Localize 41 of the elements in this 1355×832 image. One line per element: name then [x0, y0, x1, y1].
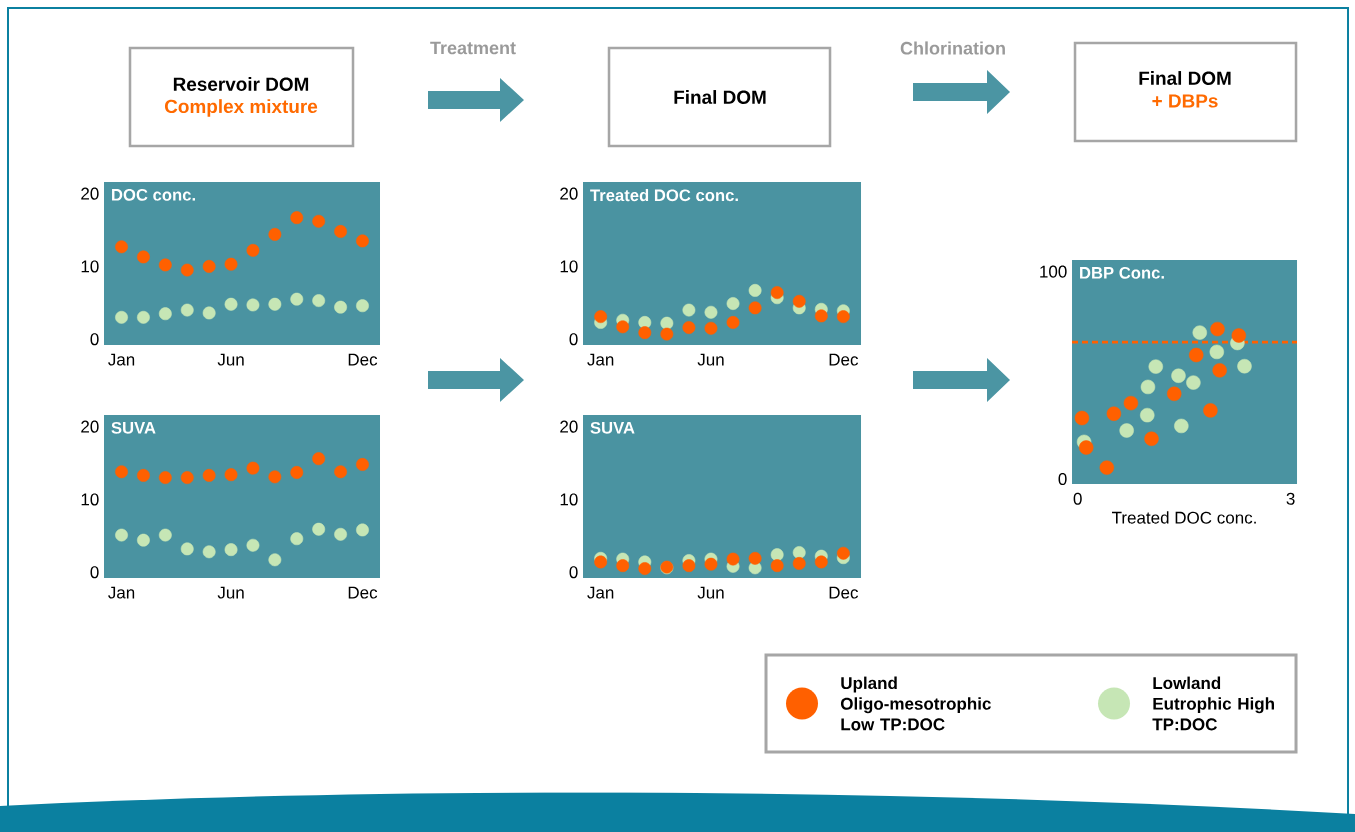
text: Complex mixture	[164, 99, 318, 117]
text: Final DOM	[1139, 71, 1231, 85]
legend-label: Lowland Eutrophic High TP:DOC	[1152, 676, 1274, 731]
y-tick-label: 0	[569, 333, 578, 346]
y-tick-label: 0	[569, 566, 578, 579]
text: Treatment	[430, 41, 516, 55]
x-axis-title: Treated DOC conc.	[1111, 511, 1256, 524]
y-tick-label: 10	[560, 260, 578, 273]
x-tick-label: Dec	[829, 586, 859, 599]
x-tick-label: Jun	[217, 586, 244, 599]
y-tick-label: 0	[90, 566, 99, 579]
y-tick-label: 10	[81, 493, 99, 506]
text: Reservoir DOM	[173, 77, 309, 91]
chart-title: SUVA	[590, 421, 635, 434]
x-tick-label: Jan	[108, 586, 135, 599]
text: + DBPs	[1152, 94, 1218, 108]
x-tick-label: Dec	[348, 353, 378, 366]
x-tick-label: Jan	[587, 586, 614, 599]
chart-title: DBP Conc.	[1080, 266, 1164, 279]
y-tick-label: 20	[560, 187, 578, 200]
x-tick-label: Jun	[697, 586, 724, 599]
x-tick-label: Dec	[348, 586, 378, 599]
x-tick-label: Jun	[217, 353, 244, 366]
y-tick-label: 20	[560, 420, 578, 433]
chart-title: Treated DOC conc.	[590, 188, 738, 202]
legend-label: Upland Oligo-mesotrophic Low TP:DOC	[840, 676, 991, 731]
chart-title: DOC conc.	[112, 188, 195, 201]
y-tick-label: 0	[90, 333, 99, 346]
x-tick-label: Jan	[587, 353, 614, 366]
text: Final DOM	[674, 90, 766, 104]
y-tick-label: 20	[81, 187, 99, 200]
y-tick-label: 10	[81, 260, 99, 273]
x-tick-label: Dec	[829, 353, 859, 366]
y-tick-label: 10	[560, 493, 578, 506]
y-tick-label: 20	[81, 420, 99, 433]
y-tick-label: 100	[1040, 265, 1067, 278]
x-tick-label: Jun	[697, 353, 724, 366]
chart-title: SUVA	[111, 421, 156, 434]
x-tick-label: Jan	[108, 353, 135, 366]
x-tick-label: 3	[1286, 492, 1295, 505]
text: Chlorination	[900, 41, 1005, 55]
